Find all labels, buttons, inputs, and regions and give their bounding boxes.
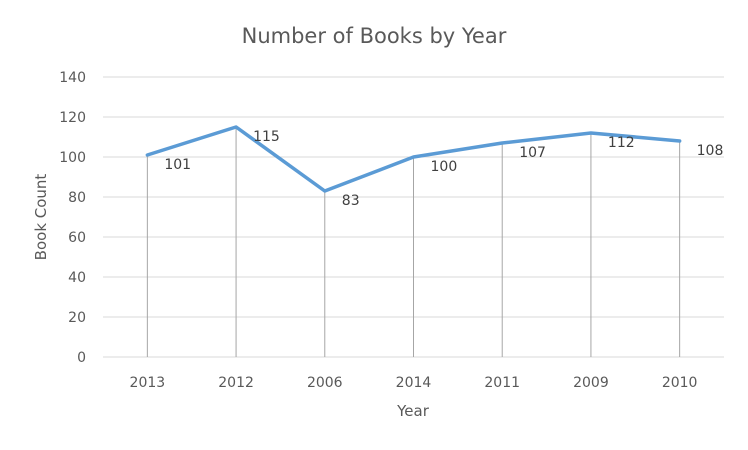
- x-axis-title: Year: [396, 402, 430, 420]
- x-tick-label: 2014: [396, 375, 432, 391]
- drop-lines: [146, 127, 681, 357]
- y-axis-title: Book Count: [32, 174, 50, 261]
- y-tick-label: 80: [68, 190, 86, 206]
- y-tick-label: 20: [68, 310, 86, 326]
- y-tick-label: 0: [77, 350, 86, 366]
- data-label-2012: 115: [253, 129, 280, 145]
- y-tick-label: 120: [59, 110, 86, 126]
- y-axis-ticks: 0 20 40 60 80 100 120 140: [59, 70, 86, 366]
- x-tick-label: 2011: [484, 375, 520, 391]
- data-label-2010: 108: [697, 143, 724, 159]
- y-tick-label: 140: [59, 70, 86, 86]
- data-label-2014: 100: [431, 159, 458, 175]
- y-tick-label: 100: [59, 150, 86, 166]
- x-tick-label: 2009: [573, 375, 609, 391]
- data-label-2011: 107: [519, 145, 546, 161]
- series-group: [145, 125, 682, 193]
- x-tick-label: 2013: [130, 375, 166, 391]
- x-tick-label: 2012: [218, 375, 254, 391]
- chart-title: Number of Books by Year: [242, 24, 507, 48]
- x-axis-ticks: 2013 2012 2006 2014 2011 2009 2010: [130, 375, 698, 391]
- x-tick-label: 2010: [662, 375, 698, 391]
- data-label-2013: 101: [164, 157, 191, 173]
- y-tick-label: 60: [68, 230, 86, 246]
- y-tick-label: 40: [68, 270, 86, 286]
- data-label-2009: 112: [608, 135, 635, 151]
- data-label-2006: 83: [342, 193, 360, 209]
- data-labels: 101 115 83 100 107 112 108: [164, 129, 723, 209]
- x-tick-label: 2006: [307, 375, 343, 391]
